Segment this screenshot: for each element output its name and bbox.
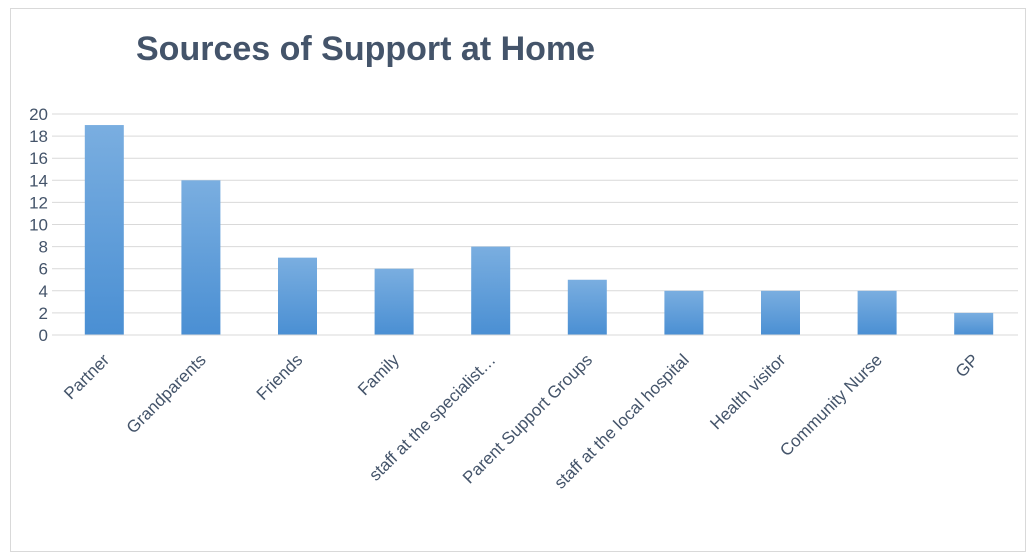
y-tick-label: 18 <box>29 127 48 146</box>
y-tick-label: 4 <box>39 282 48 301</box>
y-tick-label: 10 <box>29 216 48 235</box>
y-tick-label: 20 <box>29 105 48 124</box>
bar <box>374 268 414 335</box>
bars <box>84 125 994 335</box>
bar <box>567 279 607 335</box>
y-tick-label: 6 <box>39 260 48 279</box>
y-tick-label: 14 <box>29 171 48 190</box>
bar <box>84 125 124 335</box>
y-tick-label: 8 <box>39 238 48 257</box>
x-tick-label: Community Nurse <box>776 350 886 460</box>
x-tick-label: Family <box>354 350 403 399</box>
x-tick-label: Health visitor <box>706 350 789 433</box>
bar <box>278 257 317 335</box>
x-tick-label: Grandparents <box>123 350 210 437</box>
bar <box>471 246 511 335</box>
x-tick-label: GP <box>952 350 983 381</box>
chart-frame <box>10 8 1026 552</box>
x-tick-label: Partner <box>60 350 113 403</box>
chart-title: Sources of Support at Home <box>136 30 596 68</box>
y-tick-label: 16 <box>29 149 48 168</box>
x-tick-label: Friends <box>253 350 307 404</box>
bar <box>954 312 994 335</box>
bar <box>664 290 704 335</box>
bar <box>761 290 800 335</box>
y-tick-label: 2 <box>39 304 48 323</box>
y-axis-ticks: 0 2 4 6 8 10 12 14 16 18 20 <box>29 105 48 345</box>
y-tick-label: 0 <box>39 326 48 345</box>
bar <box>181 180 221 335</box>
bar <box>857 290 897 335</box>
y-tick-label: 12 <box>29 193 48 212</box>
